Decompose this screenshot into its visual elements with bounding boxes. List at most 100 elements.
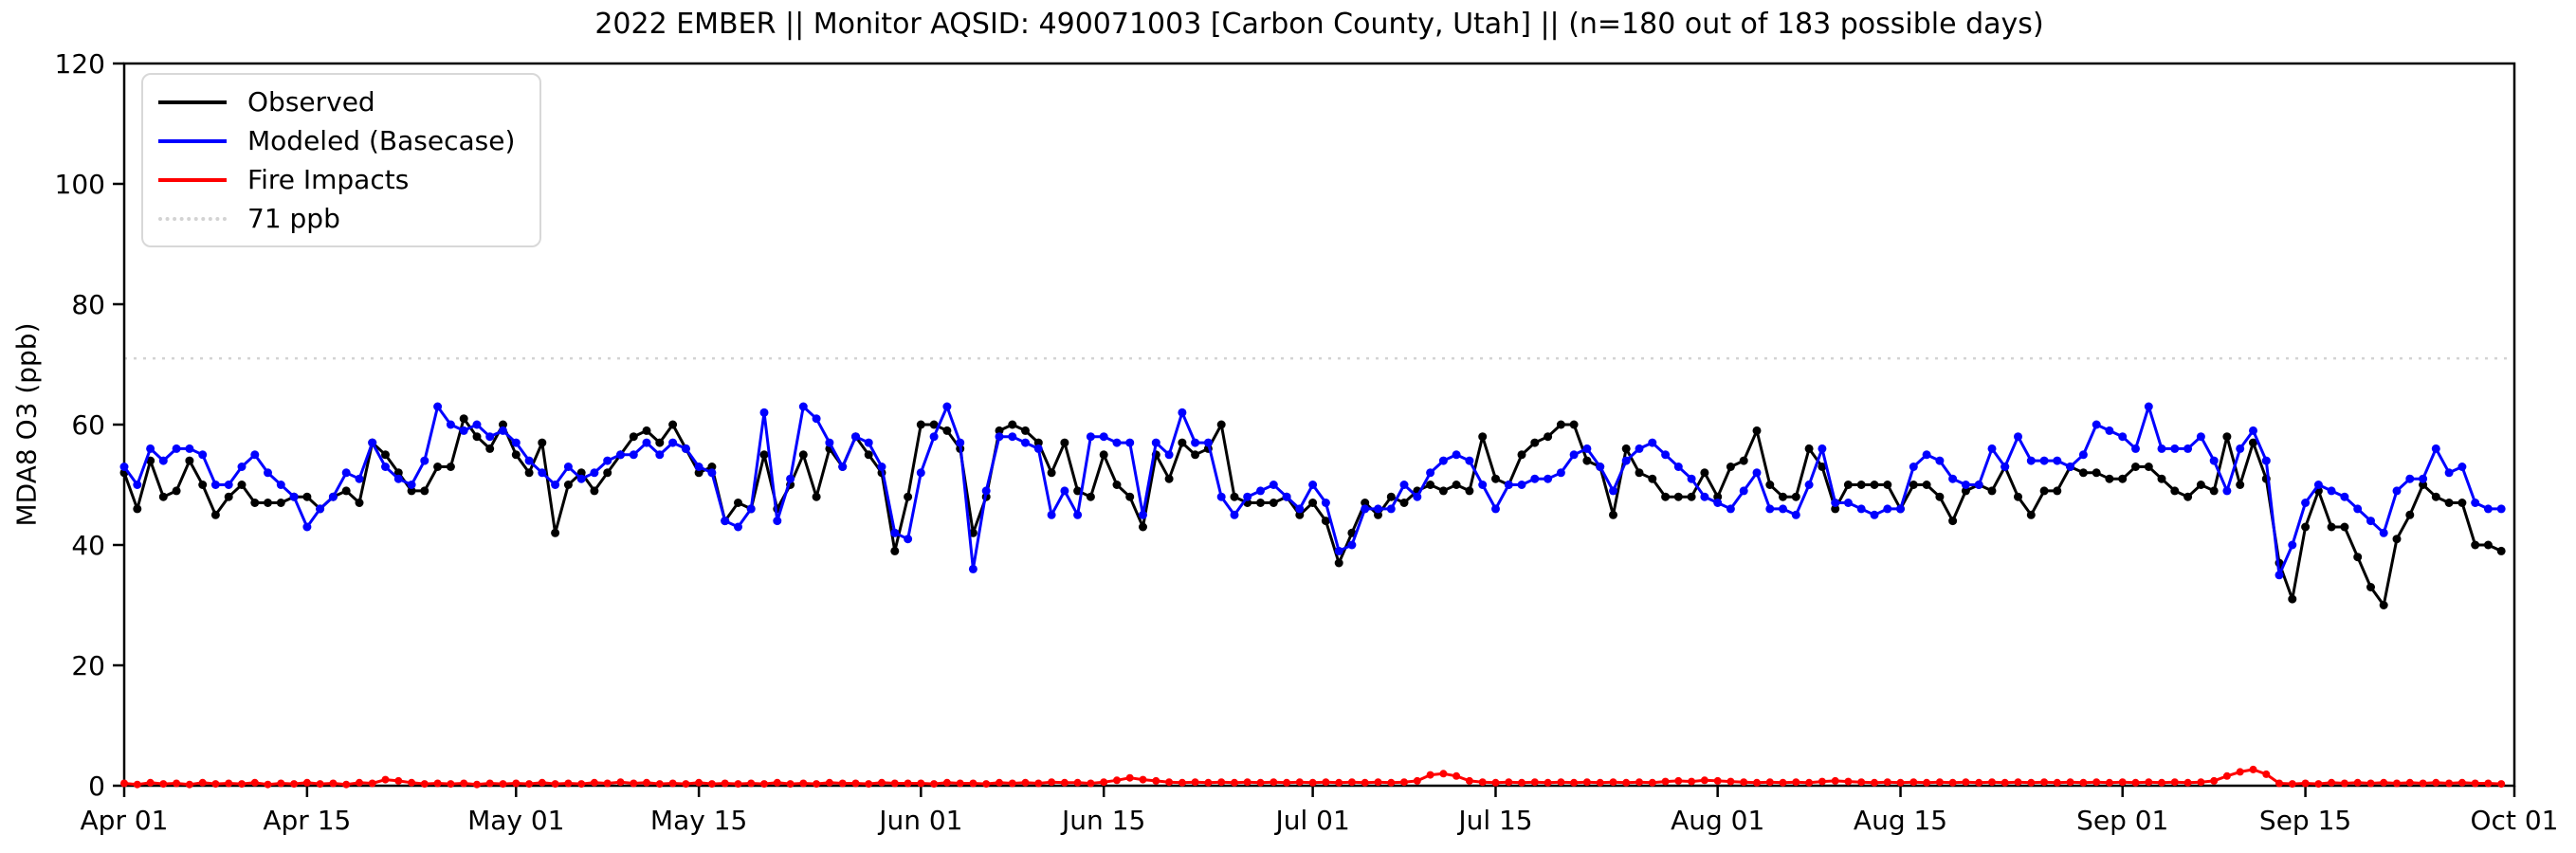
modeled-basecase--point [2431, 444, 2440, 453]
fire-impacts-point [890, 779, 899, 788]
observed-point [563, 481, 573, 489]
observed-point [1178, 438, 1187, 447]
fire-impacts-point [2340, 779, 2348, 788]
legend-label: Fire Impacts [247, 164, 410, 195]
fire-impacts-point [2183, 778, 2192, 787]
modeled-basecase--point [446, 420, 455, 429]
fire-impacts-point [2393, 779, 2401, 788]
fire-impacts-point [1805, 778, 1814, 787]
modeled-basecase--point [1621, 456, 1631, 465]
modeled-basecase--point [1295, 504, 1305, 514]
x-tick-label: Apr 15 [263, 805, 351, 836]
fire-impacts-point [1256, 778, 1265, 787]
modeled-basecase--point [1909, 463, 1918, 471]
observed-point [2209, 486, 2219, 496]
observed-point [1922, 481, 1931, 489]
fire-impacts-point [1948, 778, 1957, 787]
observed-point [172, 486, 181, 496]
fire-impacts-point [433, 779, 442, 788]
fire-impacts-point [368, 779, 376, 788]
observed-point [224, 492, 233, 501]
modeled-basecase--point [838, 463, 848, 471]
fire-impacts-point [1308, 778, 1317, 787]
modeled-basecase--point [1361, 504, 1370, 514]
modeled-basecase--point [2405, 474, 2415, 483]
modeled-basecase--point [1203, 438, 1213, 447]
modeled-basecase--point [2366, 517, 2375, 526]
fire-impacts-point [747, 779, 756, 788]
fire-impacts-point [1048, 778, 1056, 787]
modeled-basecase--point [2392, 486, 2402, 496]
fire-impacts-point [173, 779, 181, 788]
modeled-basecase--point [1713, 499, 1723, 507]
modeled-basecase--point [2157, 444, 2166, 453]
fire-impacts-point [2314, 780, 2323, 789]
modeled-basecase--point [316, 504, 325, 514]
modeled-basecase--point [1047, 510, 1056, 519]
modeled-basecase--point [1739, 486, 1748, 496]
fire-impacts-point [2249, 765, 2257, 773]
fire-impacts-point [2040, 778, 2049, 787]
fire-impacts-point [2366, 779, 2375, 788]
observed-point [2496, 546, 2506, 555]
modeled-basecase--point [721, 517, 730, 526]
modeled-basecase--point [1321, 499, 1330, 507]
modeled-basecase--point [2340, 492, 2349, 501]
fire-impacts-point [2092, 778, 2101, 787]
modeled-basecase--point [916, 468, 925, 478]
fire-impacts-point [211, 780, 220, 789]
observed-point [1883, 481, 1892, 489]
modeled-basecase--point [1413, 492, 1422, 501]
legend-row-71-ppb: 71 ppb [158, 203, 515, 234]
modeled-basecase--point [1843, 499, 1853, 507]
modeled-basecase--point [2236, 444, 2245, 453]
fire-impacts-point [1831, 776, 1839, 785]
fire-impacts-point [2419, 779, 2427, 788]
fire-impacts-point [2484, 779, 2493, 788]
modeled-basecase--point [1334, 546, 1343, 555]
modeled-basecase--point [1033, 444, 1043, 453]
observed-point [1870, 481, 1879, 489]
y-tick-label: 60 [71, 409, 105, 441]
x-tick-label: May 15 [650, 805, 747, 836]
legend: Observed Modeled (Basecase) Fire Impacts 71… [141, 73, 542, 247]
fire-impacts-point [1909, 778, 1918, 787]
modeled-basecase--point [472, 420, 482, 429]
fire-impacts-point [721, 779, 729, 788]
observed-point [1465, 486, 1474, 496]
fire-impacts-point [2405, 778, 2414, 787]
modeled-basecase--point [1073, 510, 1083, 519]
observed-point [2301, 522, 2311, 532]
modeled-basecase--line [122, 405, 2502, 577]
observed-point [393, 468, 403, 478]
modeled-basecase--point [1282, 492, 1291, 501]
fire-impacts-point [1818, 777, 1826, 786]
observed-point [250, 499, 260, 507]
fire-impacts-point [2145, 778, 2153, 787]
fire-impacts-point [838, 779, 847, 788]
x-tick-label: Apr 01 [81, 805, 169, 836]
fire-impacts-point [447, 780, 455, 789]
modeled-basecase--point [1151, 438, 1160, 447]
observed-point [1426, 481, 1435, 489]
observed-point [576, 468, 586, 478]
y-tick-label: 40 [71, 530, 105, 561]
observed-point [1935, 492, 1945, 501]
observed-point [2431, 492, 2440, 501]
fire-impacts-point [1582, 778, 1591, 787]
observed-point [642, 426, 651, 435]
modeled-basecase--point [1935, 456, 1945, 465]
modeled-basecase--point [551, 481, 560, 489]
y-tick-label: 120 [55, 48, 105, 80]
fire-impacts-point [2380, 778, 2388, 787]
x-tick-label: Aug 01 [1671, 805, 1764, 836]
modeled-basecase--point [237, 463, 247, 471]
fire-impacts-point [707, 780, 716, 789]
observed-point [524, 468, 534, 478]
observed-point [1308, 499, 1318, 507]
observed-point [798, 450, 808, 460]
fire-impacts-point [1295, 778, 1304, 787]
fire-impacts-point [2131, 778, 2140, 787]
modeled-basecase--point [1673, 463, 1683, 471]
modeled-basecase--point [563, 463, 573, 471]
